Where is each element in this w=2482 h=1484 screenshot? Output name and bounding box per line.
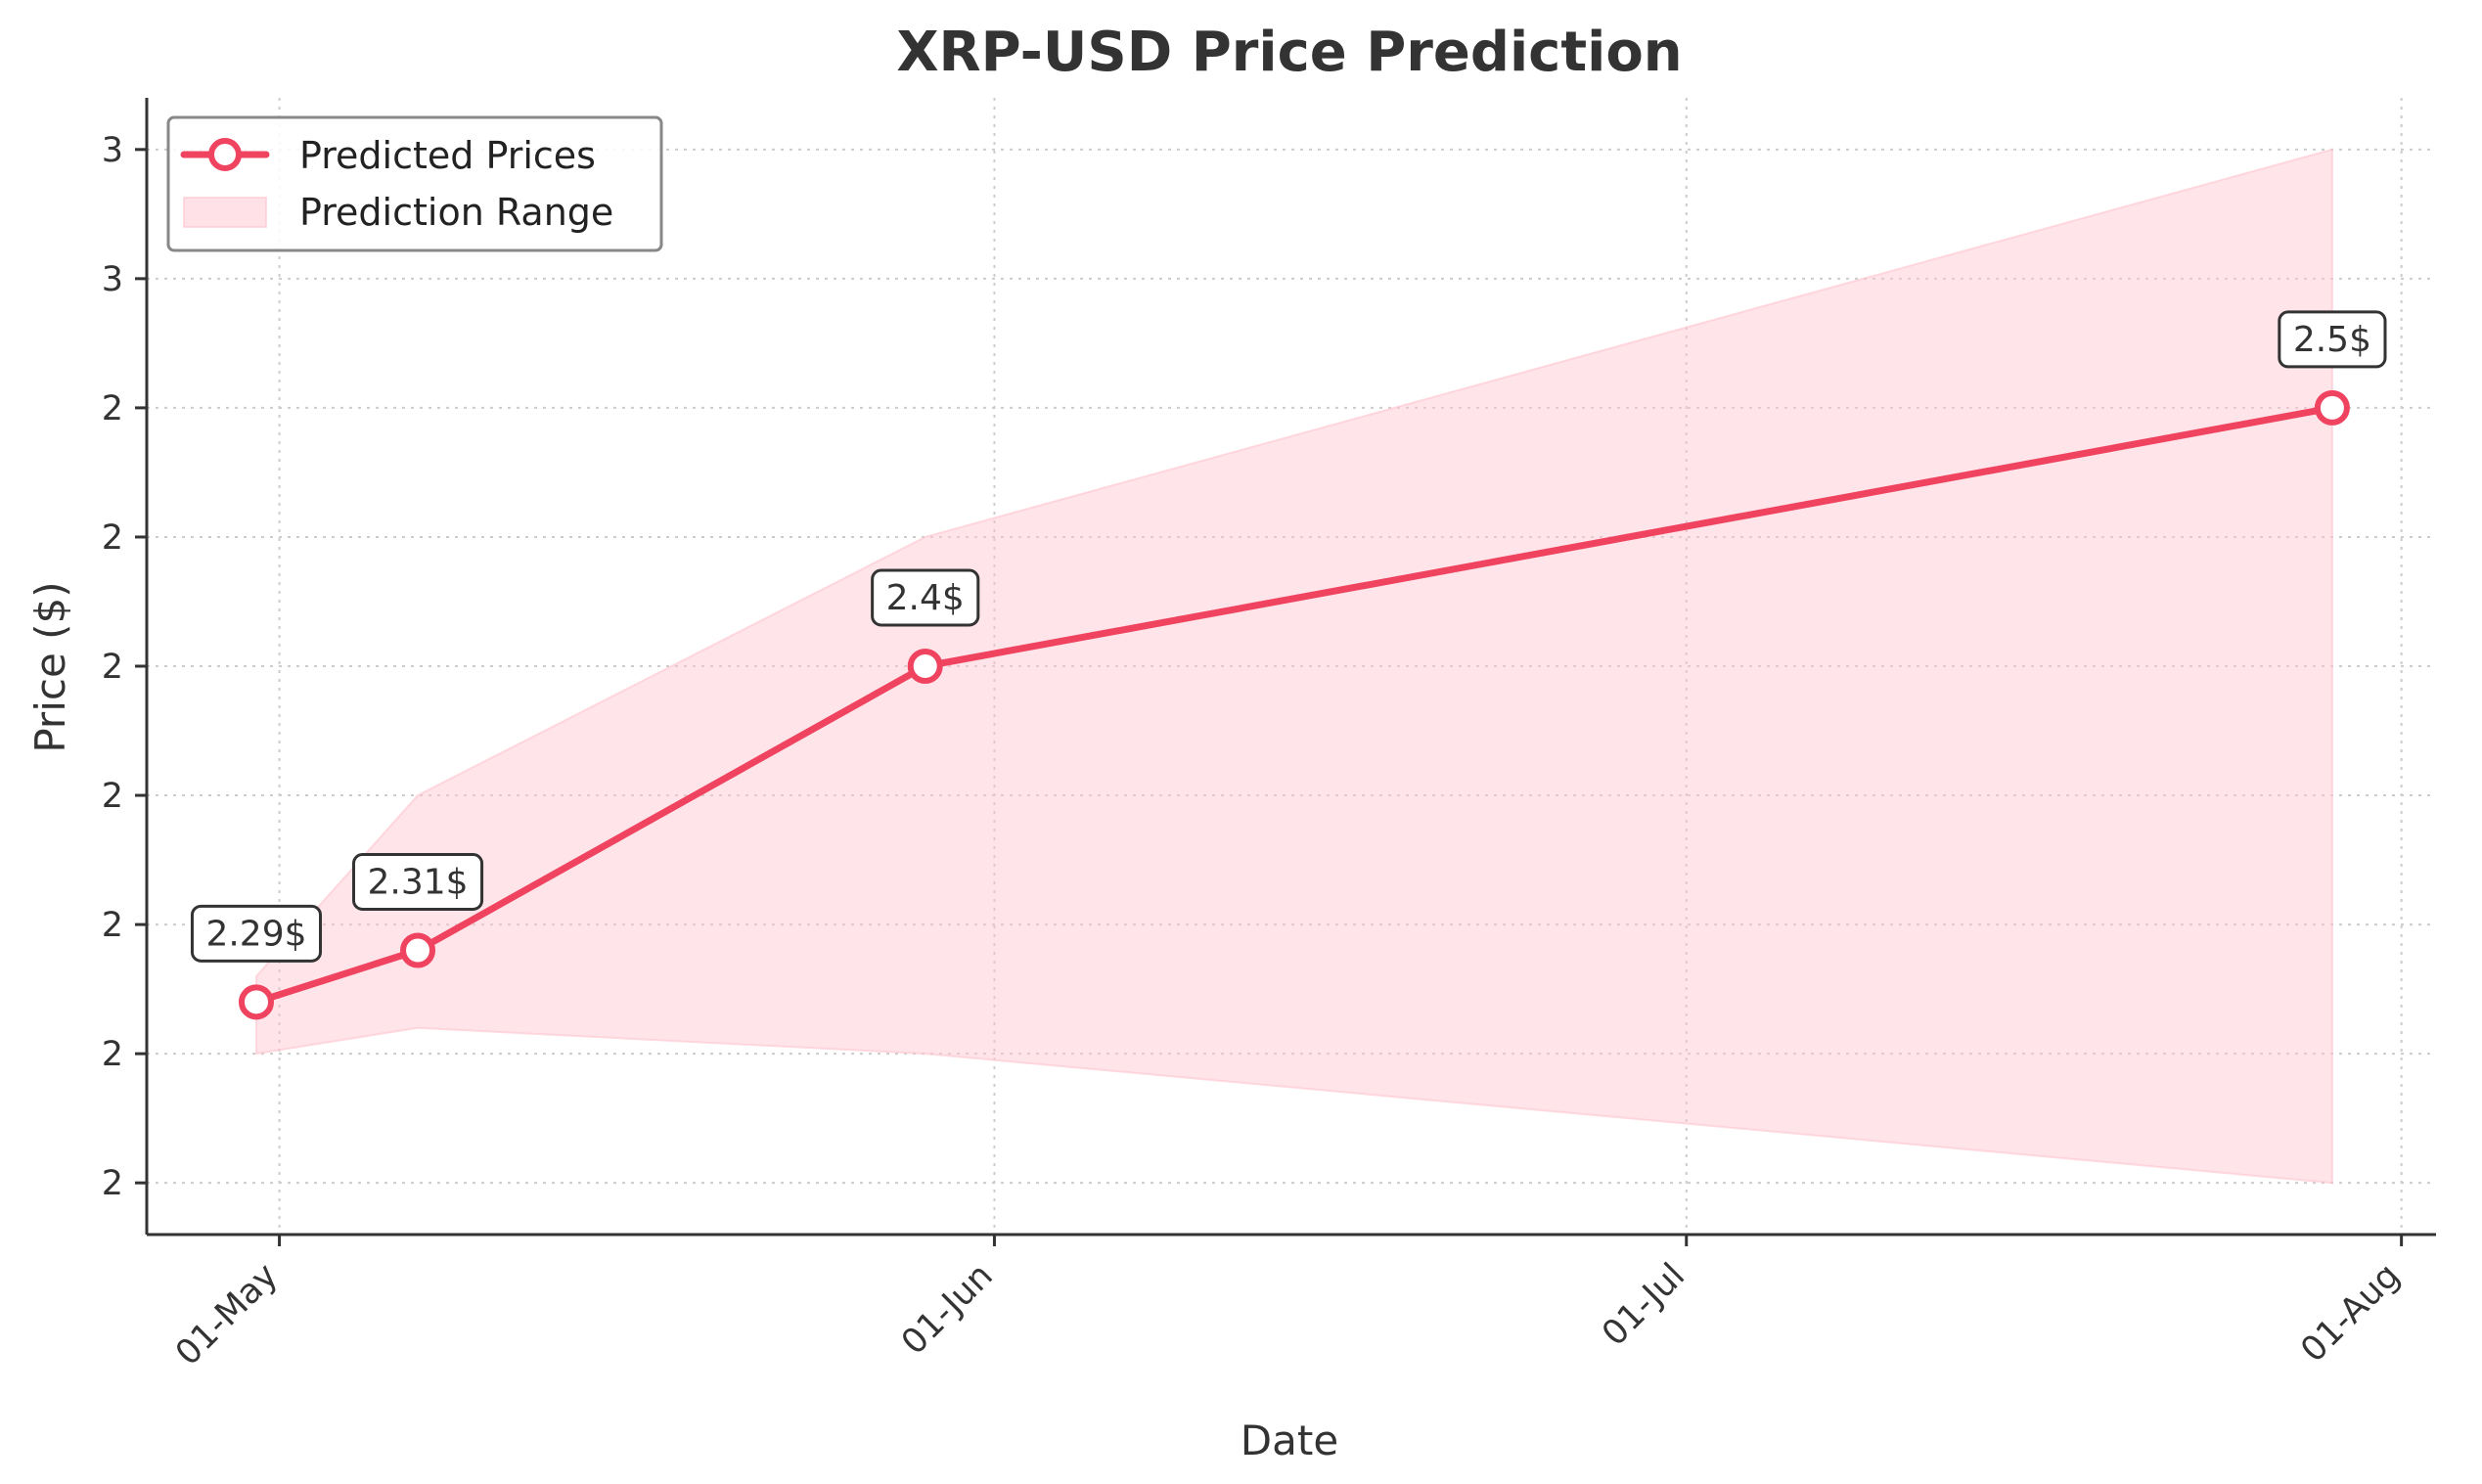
- x-tick-label: 01-Jun: [894, 1256, 1001, 1363]
- price-annotation-label: 2.29$: [205, 914, 306, 954]
- legend-label-predicted: Predicted Prices: [299, 134, 596, 177]
- price-annotation-label: 2.5$: [2293, 320, 2371, 360]
- x-tick-label: 01-Jul: [1595, 1256, 1692, 1354]
- price-annotation-label: 2.4$: [886, 578, 965, 618]
- x-axis-label: Date: [1241, 1417, 1338, 1464]
- legend-range-swatch: [183, 197, 267, 228]
- prediction-range-layer: [254, 148, 2333, 1185]
- y-tick-label: 2: [102, 1164, 123, 1203]
- price-annotation-box: [351, 853, 484, 911]
- y-tick-label: 2: [102, 1035, 123, 1074]
- y-tick-label: 2: [102, 648, 123, 687]
- predicted-price-point: [907, 649, 943, 684]
- y-axis-label: Price ($): [26, 581, 74, 752]
- price-annotation-box: [871, 568, 980, 627]
- legend-marker-swatch: [208, 138, 242, 171]
- annotation-layer: 2.29$ 2.31$ 2.4$ 2.5$: [190, 310, 2387, 963]
- prediction-range-band: [254, 148, 2333, 1185]
- y-tick-label: 2: [102, 777, 123, 816]
- predicted-price-point: [400, 932, 436, 968]
- predicted-prices-layer: [238, 389, 2350, 1020]
- predicted-price-point: [2314, 389, 2350, 426]
- y-tick-label: 3: [102, 260, 123, 299]
- price-annotation-box: [2278, 310, 2387, 369]
- x-tick-label: 01-May: [168, 1256, 286, 1373]
- legend-label-range: Prediction Range: [299, 191, 613, 234]
- y-tick-label: 3: [102, 131, 123, 170]
- legend: Predicted Prices Prediction Range: [166, 115, 663, 252]
- chart-title: XRP-USD Price Prediction: [896, 21, 1682, 84]
- legend-box: [166, 115, 663, 252]
- price-annotation-box: [190, 904, 323, 963]
- predicted-prices-line: [252, 404, 2336, 1006]
- y-tick-label: 2: [102, 906, 123, 945]
- price-annotation-label: 2.31$: [367, 863, 468, 903]
- y-tick-label: 2: [102, 389, 123, 428]
- y-tick-label: 2: [102, 518, 123, 558]
- x-tick-label: 01-Aug: [2294, 1256, 2408, 1370]
- predicted-price-point: [238, 984, 274, 1020]
